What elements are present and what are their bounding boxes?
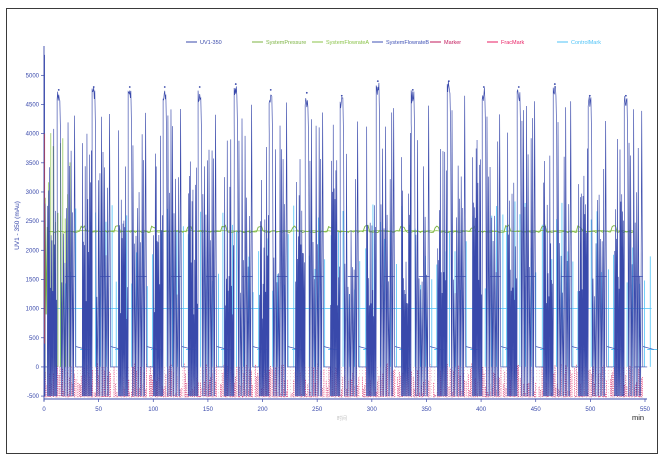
uv-peak-point [553, 83, 556, 85]
x-tick-label: 250 [312, 407, 323, 413]
y-tick-label: 2000 [26, 248, 40, 254]
uv-peak-point [447, 80, 450, 83]
uv-peak-point [340, 94, 343, 97]
uv-peak-point [269, 89, 272, 91]
x-tick-label: 200 [258, 407, 269, 413]
legend-label: SystemFlowrateA [326, 40, 369, 46]
y-tick-label: 4000 [26, 132, 40, 138]
series-layer [44, 54, 658, 398]
uv-peak-point [517, 86, 520, 88]
y-tick-label: 2500 [26, 219, 40, 225]
y-tick-label: 3000 [26, 190, 40, 196]
y-tick-label: 3500 [26, 161, 40, 167]
uv-peak-point [92, 86, 95, 88]
x-tick-label: 0 [42, 407, 46, 413]
legend-label: FracMark [501, 40, 524, 46]
x-tick-label: 500 [585, 407, 596, 413]
x-tick-label: 450 [531, 407, 542, 413]
uv-peak-point [624, 94, 627, 97]
uv-peak-point [57, 89, 60, 91]
x-axis-faint-label: 时间 [337, 415, 347, 422]
uv-peak-point [163, 86, 166, 88]
uv1-350-series [44, 81, 648, 397]
legend-label: SystemFlowrateB [386, 40, 429, 46]
x-tick-label: 300 [367, 407, 378, 413]
legend-label: Marker [444, 40, 461, 46]
uv-peak-point [588, 94, 591, 97]
x-tick-label: 550 [640, 407, 651, 413]
uv-peak-point [376, 80, 379, 83]
legend-label: ControlMark [571, 40, 601, 46]
y-tick-label: 4500 [26, 102, 40, 108]
y-tick-label: 0 [36, 365, 40, 371]
uv-peak-point [198, 86, 201, 88]
axes: -500050010001500200025003000350040004500… [26, 46, 651, 413]
legend-label: SystemPressure [266, 40, 306, 46]
y-tick-label: 1500 [26, 277, 40, 283]
x-tick-label: 400 [476, 407, 487, 413]
legend-label: UV1-350 [200, 40, 222, 46]
x-tick-label: 100 [148, 407, 159, 413]
x-tick-label: 150 [203, 407, 214, 413]
y-tick-label: -500 [27, 394, 40, 400]
uv-peak-point [234, 83, 237, 85]
y-tick-label: 1000 [26, 307, 40, 313]
uv-peak-point [128, 86, 131, 88]
uv-peak-point [482, 86, 485, 88]
uv-peak-point [411, 89, 414, 91]
uv-peak-point [305, 91, 308, 94]
x-axis-unit: min [632, 413, 644, 422]
y-tick-label: 5000 [26, 73, 40, 79]
y-axis-label: UV1 - 350 (mAu) [14, 201, 21, 250]
legend: UV1-350 SystemPressure SystemFlowrateA Syst… [186, 40, 601, 46]
y-tick-label: 500 [29, 336, 40, 342]
x-tick-label: 50 [95, 407, 102, 413]
x-tick-label: 350 [421, 407, 432, 413]
